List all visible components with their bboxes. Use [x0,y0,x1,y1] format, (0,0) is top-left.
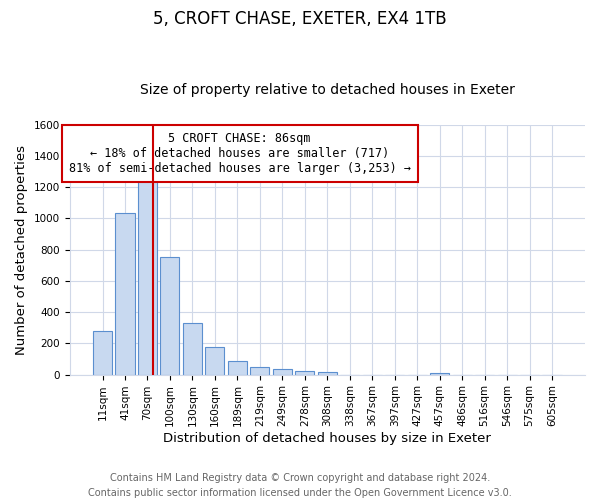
Bar [295,372,314,374]
Bar [93,331,112,374]
Title: Size of property relative to detached houses in Exeter: Size of property relative to detached ho… [140,83,515,97]
Text: 5, CROFT CHASE, EXETER, EX4 1TB: 5, CROFT CHASE, EXETER, EX4 1TB [153,10,447,28]
Y-axis label: Number of detached properties: Number of detached properties [15,144,28,354]
Bar [228,362,247,374]
Bar [115,213,134,374]
Bar [250,367,269,374]
Bar [318,372,337,374]
Text: Contains HM Land Registry data © Crown copyright and database right 2024.
Contai: Contains HM Land Registry data © Crown c… [88,472,512,498]
Bar [205,347,224,374]
X-axis label: Distribution of detached houses by size in Exeter: Distribution of detached houses by size … [163,432,491,445]
Bar [273,368,292,374]
Bar [160,258,179,374]
Bar [138,181,157,374]
Bar [183,323,202,374]
Text: 5 CROFT CHASE: 86sqm
← 18% of detached houses are smaller (717)
81% of semi-deta: 5 CROFT CHASE: 86sqm ← 18% of detached h… [68,132,410,175]
